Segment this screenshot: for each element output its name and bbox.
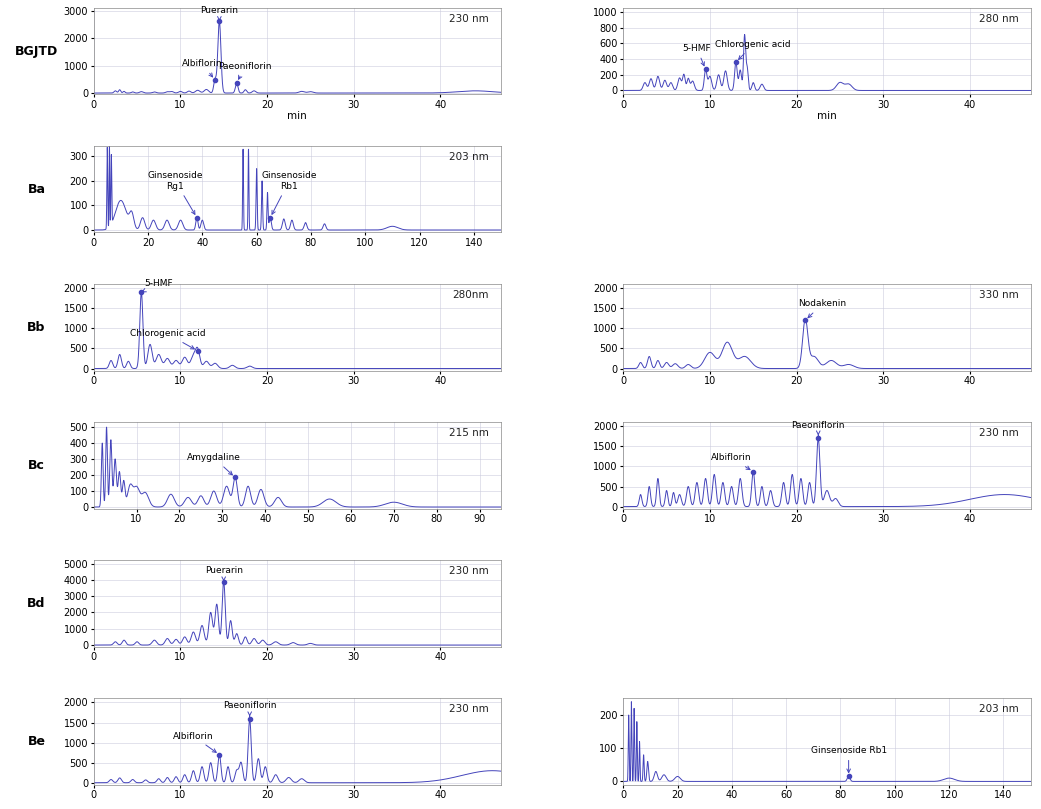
Text: Amygdaline: Amygdaline <box>186 453 240 475</box>
Text: Albiflorin: Albiflorin <box>711 453 752 469</box>
X-axis label: min: min <box>287 112 307 121</box>
Text: 280nm: 280nm <box>453 290 489 300</box>
Text: Bb: Bb <box>27 321 46 334</box>
Text: Puerarin: Puerarin <box>200 6 238 20</box>
Text: 5-HMF: 5-HMF <box>142 279 173 292</box>
Text: Ginsenoside
Rg1: Ginsenoside Rg1 <box>148 172 203 214</box>
X-axis label: min: min <box>817 112 837 121</box>
Text: 230 nm: 230 nm <box>449 705 489 714</box>
Text: 215 nm: 215 nm <box>449 428 489 438</box>
Text: Chlorogenic acid: Chlorogenic acid <box>129 329 205 349</box>
Text: Paeoniflorin: Paeoniflorin <box>219 62 272 79</box>
Text: Ba: Ba <box>27 183 46 196</box>
Text: Paeoniflorin: Paeoniflorin <box>223 701 277 716</box>
Text: 230 nm: 230 nm <box>449 14 489 24</box>
Text: Chlorogenic acid: Chlorogenic acid <box>715 40 791 59</box>
Text: BGJTD: BGJTD <box>15 44 58 57</box>
Text: 5-HMF: 5-HMF <box>683 44 711 66</box>
Text: Bc: Bc <box>28 459 45 472</box>
Text: Ginsenoside
Rb1: Ginsenoside Rb1 <box>261 172 316 214</box>
Text: Ginsenoside Rb1: Ginsenoside Rb1 <box>811 746 887 773</box>
Text: 230 nm: 230 nm <box>449 566 489 576</box>
Text: 280 nm: 280 nm <box>979 14 1018 24</box>
Text: Be: Be <box>27 735 46 748</box>
Text: Puerarin: Puerarin <box>205 566 243 581</box>
Text: Paeoniflorin: Paeoniflorin <box>791 421 845 435</box>
Text: 230 nm: 230 nm <box>979 428 1018 438</box>
Text: Albiflorin: Albiflorin <box>173 731 217 752</box>
Text: 330 nm: 330 nm <box>979 290 1018 300</box>
Text: Bd: Bd <box>27 597 46 610</box>
Text: 203 nm: 203 nm <box>449 152 489 162</box>
Text: Nodakenin: Nodakenin <box>798 299 846 318</box>
Text: 203 nm: 203 nm <box>979 705 1018 714</box>
Text: Albiflorin: Albiflorin <box>182 59 223 77</box>
